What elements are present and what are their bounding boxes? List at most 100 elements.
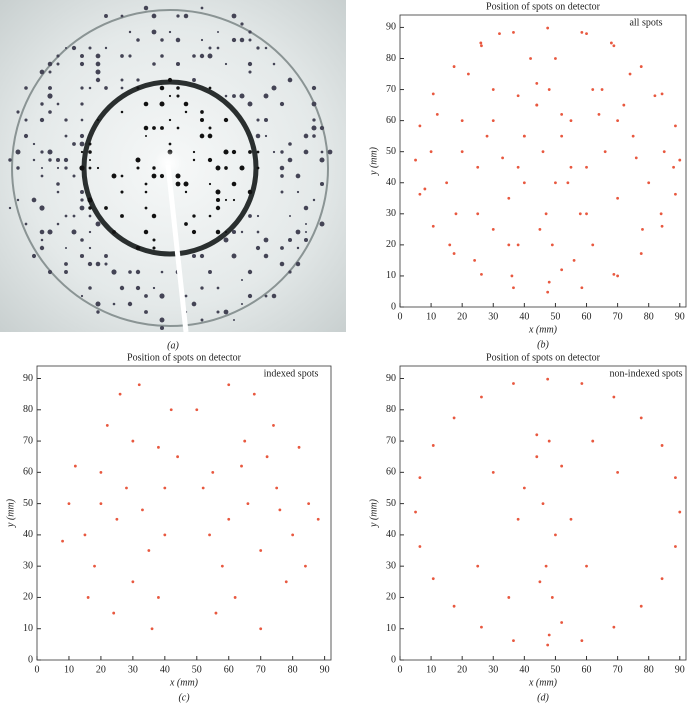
spot bbox=[125, 486, 128, 490]
spot bbox=[653, 94, 657, 98]
spot bbox=[547, 88, 551, 91]
spot bbox=[546, 643, 550, 647]
scatter-panel: Position of spots on detector 0 10 20 30 40 50… bbox=[368, 352, 687, 703]
spot-decor bbox=[159, 101, 165, 107]
spot-decor bbox=[312, 134, 316, 138]
spot-decor bbox=[191, 301, 197, 307]
spot-decor bbox=[239, 165, 245, 171]
spot bbox=[418, 545, 422, 548]
y-tick-label: 0 bbox=[391, 301, 396, 312]
x-tick-label: 10 bbox=[426, 664, 436, 675]
spot-decor bbox=[216, 166, 220, 170]
spot-decor bbox=[240, 230, 244, 234]
spot bbox=[67, 502, 71, 506]
spot-decor bbox=[207, 53, 213, 59]
spot-decor bbox=[87, 197, 93, 203]
spot bbox=[647, 181, 651, 185]
x-tick-label: 80 bbox=[644, 311, 654, 322]
spot-decor bbox=[255, 245, 261, 251]
y-tick-label: 80 bbox=[386, 404, 396, 415]
spot bbox=[460, 150, 464, 154]
spot bbox=[609, 41, 613, 45]
spot bbox=[546, 377, 550, 381]
spot-decor bbox=[184, 222, 188, 226]
spot bbox=[316, 517, 320, 521]
spot-decor bbox=[272, 150, 276, 154]
spot bbox=[418, 476, 422, 480]
spot-decor bbox=[95, 61, 101, 67]
spot-decor bbox=[240, 278, 244, 282]
spot-decor bbox=[176, 86, 180, 90]
spot bbox=[476, 564, 480, 568]
spot bbox=[473, 259, 477, 262]
spot-decor bbox=[256, 166, 260, 170]
spot-decor bbox=[71, 229, 77, 235]
spot bbox=[491, 88, 495, 91]
spot-decor bbox=[184, 294, 188, 298]
spot bbox=[73, 464, 77, 468]
spot-decor bbox=[64, 270, 68, 274]
spot-decor bbox=[23, 133, 29, 139]
spot bbox=[265, 455, 269, 459]
spot-decor bbox=[215, 205, 221, 211]
spot-decor bbox=[168, 142, 172, 146]
spot bbox=[83, 533, 87, 537]
spot-decor bbox=[160, 270, 164, 274]
spot bbox=[414, 510, 417, 514]
spot-decor bbox=[295, 173, 301, 179]
spot bbox=[195, 408, 199, 412]
spot bbox=[554, 181, 557, 185]
panel-label: (d) bbox=[537, 692, 549, 703]
spot-decor bbox=[24, 86, 28, 90]
spot-decor bbox=[88, 150, 92, 154]
spot-decor bbox=[40, 150, 44, 154]
spot-decor bbox=[104, 14, 108, 18]
spot bbox=[547, 280, 551, 284]
spot-decor bbox=[256, 150, 260, 154]
spot-decor bbox=[303, 237, 309, 243]
spot bbox=[560, 134, 564, 138]
spot bbox=[466, 72, 470, 76]
x-tick-label: 40 bbox=[519, 664, 529, 675]
spot-decor bbox=[295, 229, 301, 235]
spot bbox=[585, 564, 588, 568]
spot-decor bbox=[319, 221, 325, 227]
spot bbox=[112, 611, 116, 615]
spot bbox=[131, 439, 135, 443]
spot-decor bbox=[312, 198, 316, 202]
spot-decor bbox=[120, 78, 124, 82]
spot bbox=[660, 224, 664, 228]
spot bbox=[137, 383, 141, 387]
spot bbox=[634, 156, 638, 160]
spot bbox=[639, 65, 643, 68]
spot-decor bbox=[16, 110, 20, 114]
spot-decor bbox=[256, 230, 260, 234]
spot bbox=[544, 564, 548, 568]
spot-decor bbox=[8, 206, 12, 210]
spot-decor bbox=[96, 118, 100, 122]
spot-decor bbox=[80, 102, 84, 106]
spot-decor bbox=[304, 222, 308, 226]
x-tick-label: 60 bbox=[582, 664, 592, 675]
spot-decor bbox=[95, 53, 101, 59]
spot bbox=[535, 455, 539, 459]
spot-decor bbox=[199, 253, 205, 259]
spot-decor bbox=[160, 38, 164, 42]
spot-decor bbox=[248, 70, 252, 74]
spot-decor bbox=[280, 174, 284, 178]
spot bbox=[622, 103, 626, 107]
spot-decor bbox=[247, 269, 253, 275]
x-tick-label: 80 bbox=[288, 664, 298, 675]
spot bbox=[491, 227, 495, 231]
spot-decor bbox=[327, 149, 333, 155]
spot-decor bbox=[95, 221, 101, 227]
spot bbox=[431, 577, 435, 581]
spot-decor bbox=[303, 133, 309, 139]
spot bbox=[566, 181, 570, 185]
spot-decor bbox=[247, 293, 253, 299]
spot-decor bbox=[304, 230, 308, 234]
spot bbox=[616, 196, 620, 200]
y-tick-label: 70 bbox=[386, 435, 396, 446]
spot-decor bbox=[64, 214, 68, 218]
spot-decor bbox=[119, 285, 125, 291]
